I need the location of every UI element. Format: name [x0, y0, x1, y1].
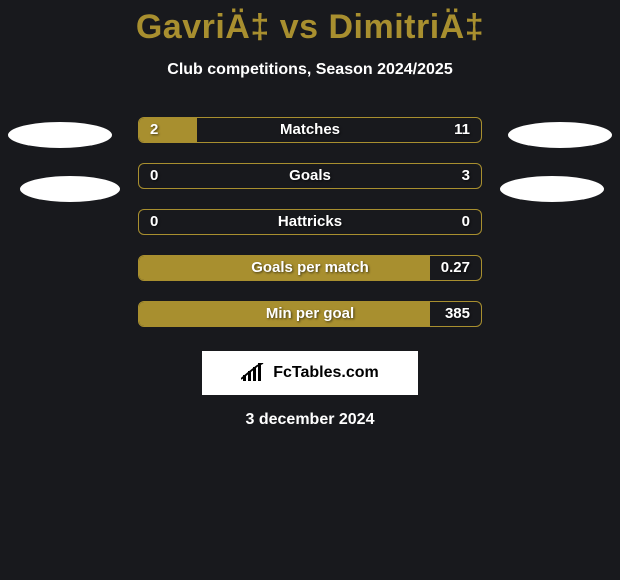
stat-bar-track [138, 255, 482, 281]
snapshot-date: 3 december 2024 [0, 411, 620, 429]
stat-bar-fill-left [139, 256, 430, 280]
stat-bar-track [138, 209, 482, 235]
stat-bar-track [138, 163, 482, 189]
stat-bar-track [138, 117, 482, 143]
source-badge-text: FcTables.com [273, 364, 379, 382]
stat-row: Goals per match0.27 [0, 255, 620, 281]
stat-row: Hattricks00 [0, 209, 620, 235]
barchart-icon [241, 363, 267, 383]
page-subtitle: Club competitions, Season 2024/2025 [0, 61, 620, 79]
stat-row: Min per goal385 [0, 301, 620, 327]
source-badge: FcTables.com [202, 351, 418, 395]
stat-bar-fill-left [139, 118, 197, 142]
page-title: GavriÄ‡ vs DimitriÄ‡ [0, 0, 620, 47]
stat-bar-track [138, 301, 482, 327]
stat-bar-fill-left [139, 302, 430, 326]
stat-row: Goals03 [0, 163, 620, 189]
stats-container: Matches211 Goals03 Hattricks00 Goals per ma… [0, 117, 620, 327]
stat-row: Matches211 [0, 117, 620, 143]
